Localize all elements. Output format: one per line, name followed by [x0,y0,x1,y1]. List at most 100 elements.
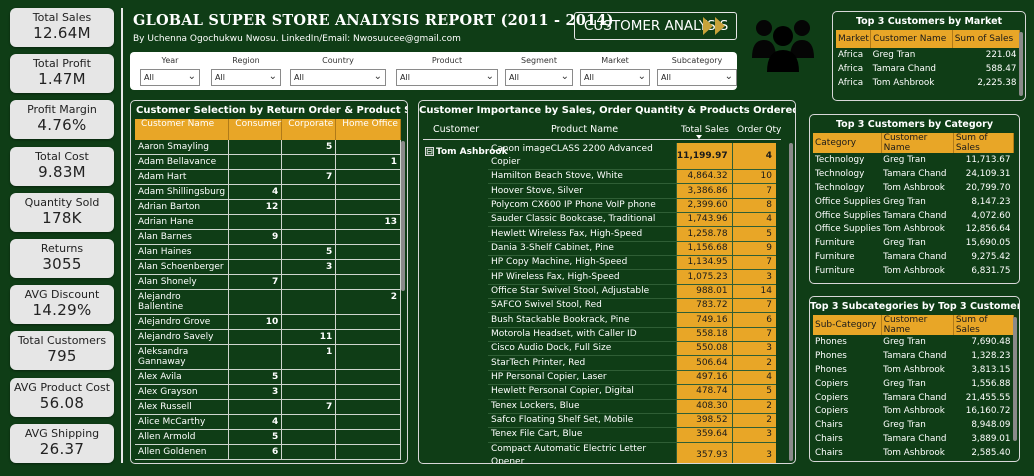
table-row[interactable]: Motorola Headset, with Caller ID 558.18 7 [488,327,776,343]
column-header[interactable]: Customer Name [881,315,954,335]
table-row[interactable]: Furniture Tom Ashbrook 6,831.75 [813,264,1014,278]
table-row[interactable]: Alejandro Grove 10 [135,314,401,330]
col-header-product-name[interactable]: Product Name [551,124,619,135]
table-row[interactable]: Furniture Tamara Chand 9,275.42 [813,250,1014,264]
table-row[interactable]: Tenex Lockers, Blue 408.30 2 [488,399,776,414]
table-row[interactable]: Safco Floating Shelf Set, Mobile 398.52 2 [488,413,776,429]
table-row[interactable]: Bush Stackable Bookrack, Pine 749.16 6 [488,312,776,328]
table-row[interactable]: Alejandro Ballentine 2 [135,289,401,315]
table-row[interactable]: Tenex File Cart, Blue 359.64 3 [488,427,776,443]
table-row[interactable]: Office Supplies Tom Ashbrook 12,856.64 [813,222,1014,236]
table-row[interactable]: StarTech Printer, Red 506.64 2 [488,355,776,371]
column-header[interactable]: Sum of Sales [953,133,1015,153]
column-header[interactable]: Market [836,30,872,48]
table-row[interactable]: Alan Haines 5 [135,244,401,260]
column-header[interactable]: Customer Name [135,119,230,140]
table-row[interactable]: Alex Russell 7 [135,399,401,415]
table-row[interactable]: HP Wireless Fax, High-Speed 1,075.23 3 [488,269,776,285]
kpi-value: 795 [47,347,77,366]
filter-dropdown[interactable]: All ⌄ [140,69,200,86]
table-row[interactable]: Chairs Tamara Chand 3,889.01 [813,432,1014,446]
filter-dropdown[interactable]: All ⌄ [580,69,650,86]
table-row[interactable]: Technology Greg Tran 11,713.67 [813,153,1014,167]
table-row[interactable]: Africa Tom Ashbrook 2,225.38 [836,76,1020,90]
table-row[interactable]: Furniture Greg Tran 15,690.05 [813,236,1014,250]
table-row[interactable]: Copiers Greg Tran 1,556.88 [813,377,1014,391]
column-header[interactable]: Sub-Category [813,315,882,335]
table-row[interactable]: SAFCO Swivel Stool, Red 783.72 7 [488,298,776,314]
table-row[interactable]: Office Supplies Greg Tran 8,147.23 [813,195,1014,209]
table-row[interactable]: Adam Shillingsburg 4 [135,184,401,200]
table-row[interactable]: Technology Tom Ashbrook 20,799.70 [813,181,1014,195]
table-row[interactable]: Alex Grayson 3 [135,384,401,400]
column-header[interactable]: Category [813,133,882,153]
vertical-scrollbar[interactable] [789,143,793,461]
table-row[interactable]: Phones Tom Ashbrook 3,813.15 [813,363,1014,377]
table-row[interactable]: Copiers Tamara Chand 21,455.55 [813,391,1014,405]
filter-dropdown[interactable]: All ⌄ [396,69,498,86]
filter-dropdown[interactable]: All ⌄ [657,69,737,86]
table-row[interactable]: Polycom CX600 IP Phone VoIP phone 2,399.6… [488,198,776,214]
table-row[interactable]: Adrian Hane 13 [135,214,401,230]
vertical-scrollbar[interactable] [1019,32,1023,96]
vertical-scrollbar[interactable] [1013,317,1017,441]
col-header-order-qty[interactable]: Order Qty [737,125,782,135]
column-header[interactable]: Customer Name [881,133,954,153]
table-row[interactable]: Africa Greg Tran 221.04 [836,48,1020,62]
table-row[interactable]: Adam Hart 7 [135,169,401,185]
table-row[interactable]: Allen Armold 5 [135,429,401,445]
table-row[interactable]: HP Personal Copier, Laser 497.16 4 [488,370,776,386]
table-row[interactable]: Hewlett Wireless Fax, High-Speed 1,258.78… [488,226,776,242]
table-row[interactable]: Hamilton Beach Stove, White 4,864.32 10 [488,169,776,185]
column-header[interactable]: Customer Name [870,30,953,48]
table-row[interactable]: Copiers Tom Ashbrook 16,160.72 [813,404,1014,418]
table-row[interactable]: Africa Tamara Chand 588.47 [836,62,1020,76]
filter-dropdown[interactable]: All ⌄ [505,69,573,86]
table-row[interactable]: Adam Bellavance 1 [135,154,401,170]
table-row[interactable]: Alice McCarthy 4 [135,414,401,430]
table-row[interactable]: Hoover Stove, Silver 3,386.86 7 [488,183,776,199]
table-row[interactable]: Alejandro Savely 11 [135,329,401,345]
table-row[interactable]: Canon imageCLASS 2200 Advanced Copier 11,… [488,143,776,170]
vertical-scrollbar[interactable] [401,141,405,291]
table-row[interactable]: Phones Greg Tran 7,690.48 [813,335,1014,349]
table-row[interactable]: Alan Barnes 9 [135,229,401,245]
table-row[interactable]: Alex Avila 5 [135,369,401,385]
table-row[interactable]: Aaron Smayling 5 [135,140,401,155]
table-cell: 9,275.42 [971,252,1011,263]
filter-dropdown[interactable]: All ⌄ [211,69,281,86]
table-row[interactable]: Alan Shonely 7 [135,274,401,290]
table-row[interactable]: Phones Tamara Chand 1,328.23 [813,349,1014,363]
table-row[interactable]: Allen Goldenen 6 [135,444,401,460]
table-row[interactable]: Adrian Barton 12 [135,199,401,215]
collapse-box-icon[interactable]: ⊟ [425,147,434,156]
table-row[interactable]: Alan Schoenberger 3 [135,259,401,275]
table-row[interactable]: Dania 3-Shelf Cabinet, Pine 1,156.68 9 [488,241,776,257]
table-row[interactable]: Chairs Greg Tran 8,948.09 [813,418,1014,432]
col-header-total-sales[interactable]: Total Sales [681,125,729,135]
table-row[interactable]: Compact Automatic Electric Letter Opener… [488,442,776,463]
table-row[interactable]: Sauder Classic Bookcase, Traditional 1,74… [488,212,776,228]
table-row[interactable]: Office Supplies Tamara Chand 4,072.60 [813,209,1014,223]
col-header-customer[interactable]: Customer [433,124,480,135]
table-cell: Office Supplies [815,224,881,235]
table-row[interactable]: Office Star Swivel Stool, Adjustable 988.… [488,284,776,300]
column-header[interactable]: Corporate [281,119,337,140]
filter-dropdown[interactable]: All ⌄ [290,69,386,86]
table-cell: Greg Tran [883,154,926,165]
order-qty-cell: 6 [731,312,776,328]
table-row[interactable]: Hewlett Personal Copier, Digital 478.74 5 [488,384,776,400]
column-header[interactable]: Consumer [228,119,283,140]
customer-analysis-button[interactable]: CUSTOMER ANALYSIS [574,12,737,40]
table-row[interactable]: Cisco Audio Dock, Full Size 550.08 3 [488,341,776,357]
column-header[interactable]: Sum of Sales [952,30,1021,48]
column-header[interactable]: Sum of Sales [953,315,1015,335]
table-row[interactable]: Chairs Tom Ashbrook 2,585.40 [813,446,1014,460]
table-cell [335,140,401,155]
table-row[interactable]: Aleksandra Gannaway 1 [135,344,401,370]
filter-label: Subcategory [671,56,723,65]
table-cell: 16,160.72 [965,406,1011,417]
table-row[interactable]: Technology Tamara Chand 24,109.31 [813,167,1014,181]
column-header[interactable]: Home Office [335,119,401,140]
table-row[interactable]: HP Copy Machine, High-Speed 1,134.95 7 [488,255,776,271]
